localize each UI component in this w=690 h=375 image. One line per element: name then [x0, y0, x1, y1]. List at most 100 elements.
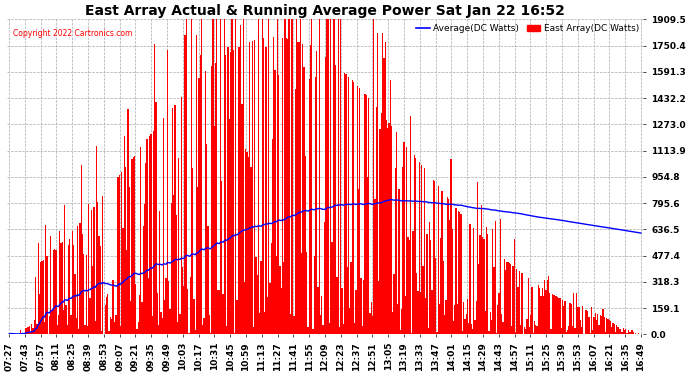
Bar [268, 20, 269, 334]
Bar [217, 290, 219, 334]
Bar [406, 147, 407, 334]
Bar [424, 168, 425, 334]
Bar [68, 245, 69, 334]
Bar [413, 155, 415, 334]
Bar [457, 304, 458, 334]
Bar [115, 315, 116, 334]
Bar [81, 165, 82, 334]
Bar [298, 42, 299, 334]
Bar [199, 55, 201, 334]
Bar [233, 50, 234, 334]
Bar [352, 80, 353, 334]
Bar [197, 187, 198, 334]
Bar [210, 333, 211, 334]
Bar [555, 296, 557, 334]
Bar [125, 167, 126, 334]
Bar [577, 307, 578, 334]
Bar [95, 321, 96, 334]
Bar [451, 159, 452, 334]
Bar [168, 281, 169, 334]
Bar [346, 267, 348, 334]
Bar [114, 322, 115, 334]
Bar [177, 322, 178, 334]
Bar [229, 118, 230, 334]
Bar [335, 65, 337, 335]
Bar [442, 191, 443, 334]
Bar [255, 258, 257, 334]
Bar [34, 320, 35, 334]
Bar [240, 25, 241, 334]
Bar [454, 305, 455, 334]
Bar [195, 330, 196, 334]
Bar [11, 333, 12, 334]
Bar [516, 269, 518, 334]
Bar [193, 299, 195, 334]
Bar [625, 329, 627, 334]
Bar [308, 80, 310, 334]
Bar [633, 332, 634, 334]
Bar [286, 39, 287, 334]
Bar [520, 325, 521, 334]
Bar [573, 293, 575, 334]
Bar [397, 304, 398, 334]
Bar [415, 158, 416, 334]
Bar [584, 310, 586, 334]
Bar [360, 278, 362, 334]
Bar [297, 42, 298, 334]
Bar [548, 276, 549, 334]
Bar [25, 328, 26, 334]
Bar [305, 156, 306, 334]
Bar [252, 41, 253, 334]
Bar [505, 270, 506, 334]
Bar [419, 162, 420, 334]
Bar [116, 315, 117, 334]
Bar [373, 20, 375, 334]
Bar [150, 134, 152, 334]
Bar [182, 267, 183, 334]
Bar [515, 332, 516, 334]
Bar [283, 262, 284, 334]
Bar [175, 215, 177, 334]
Bar [264, 312, 266, 334]
Bar [78, 329, 79, 334]
Bar [557, 297, 558, 334]
Bar [254, 40, 255, 334]
Bar [535, 325, 536, 334]
Bar [243, 20, 244, 334]
Bar [367, 177, 368, 334]
Bar [620, 329, 621, 334]
Bar [222, 294, 224, 334]
Bar [173, 195, 175, 334]
Bar [510, 264, 511, 334]
Bar [482, 237, 483, 334]
Bar [398, 189, 400, 334]
Bar [311, 20, 313, 334]
Bar [388, 123, 390, 334]
Bar [49, 316, 50, 334]
Bar [504, 258, 505, 334]
Bar [234, 333, 235, 334]
Bar [460, 214, 462, 334]
Bar [324, 222, 325, 334]
Bar [580, 320, 581, 334]
Bar [220, 20, 221, 334]
Bar [41, 261, 43, 334]
Bar [604, 316, 605, 334]
Bar [278, 75, 279, 334]
Bar [320, 315, 321, 334]
Bar [299, 20, 301, 334]
Bar [566, 332, 567, 334]
Bar [54, 249, 55, 334]
Bar [92, 266, 93, 334]
Bar [257, 274, 258, 334]
Bar [44, 322, 45, 334]
Bar [536, 326, 538, 334]
Bar [384, 42, 386, 334]
Bar [202, 326, 204, 334]
Bar [258, 20, 259, 334]
Bar [462, 331, 463, 334]
Bar [183, 285, 184, 334]
Bar [158, 325, 159, 334]
Bar [248, 158, 249, 334]
Bar [99, 246, 101, 334]
